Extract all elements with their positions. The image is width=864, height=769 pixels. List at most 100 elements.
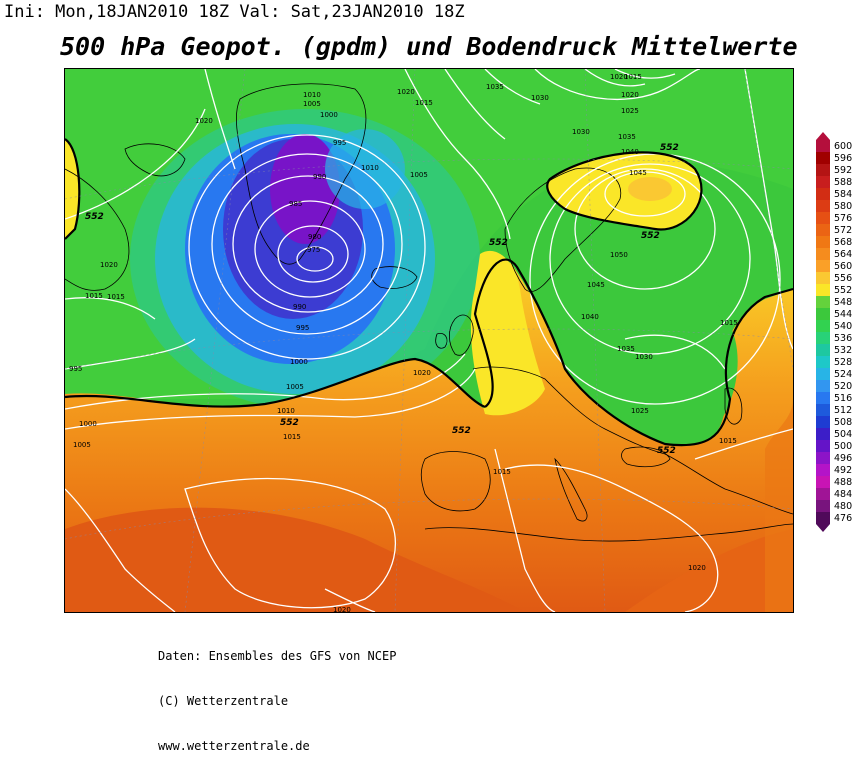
- legend-swatch: [816, 320, 830, 332]
- credit-line-copyright: (C) Wetterzentrale: [158, 694, 289, 708]
- legend-label: 584: [834, 189, 853, 200]
- isobar-label: 1030: [531, 94, 549, 102]
- legend-label: 500: [834, 441, 853, 452]
- legend-swatch: [816, 176, 830, 188]
- legend-label: 552: [834, 285, 853, 296]
- legend-label: 544: [834, 309, 853, 320]
- legend-swatch: [816, 356, 830, 368]
- isobar-label: 980: [308, 233, 321, 241]
- isobar-label: 1020: [100, 261, 118, 269]
- legend-label: 484: [834, 489, 853, 500]
- legend-label: 540: [834, 321, 853, 332]
- legend-label: 492: [834, 465, 853, 476]
- legend-swatch: [816, 452, 830, 464]
- legend-swatch: [816, 368, 830, 380]
- legend-swatch: [816, 440, 830, 452]
- geopotential-label: 552: [660, 143, 679, 153]
- legend-label: 568: [834, 237, 853, 248]
- isobar-label: 1015: [107, 293, 125, 301]
- isobar-label: 1025: [631, 407, 649, 415]
- isobar-label: 1005: [303, 100, 321, 108]
- isobar-label: 1050: [610, 251, 628, 259]
- legend-label: 560: [834, 261, 853, 272]
- isobar-label: 1015: [719, 437, 737, 445]
- legend-label: 516: [834, 393, 853, 404]
- isobar-label: 1015: [415, 99, 433, 107]
- chart-title: 500 hPa Geopot. (gpdm) und Bodendruck Mi…: [60, 32, 798, 61]
- isobar-label: 1005: [286, 383, 304, 391]
- legend-label: 512: [834, 405, 853, 416]
- isobar-label: 995: [333, 139, 346, 147]
- geopotential-label: 552: [452, 426, 471, 436]
- legend-swatch: [816, 200, 830, 212]
- legend-swatch: [816, 236, 830, 248]
- isobar-label: 1005: [73, 441, 91, 449]
- legend-swatch: [816, 512, 830, 524]
- legend-label: 536: [834, 333, 853, 344]
- isobar-label: 1020: [413, 369, 431, 377]
- legend-swatch: [816, 416, 830, 428]
- legend-swatch: [816, 464, 830, 476]
- legend-label: 504: [834, 429, 853, 440]
- isobar-label: 975: [307, 246, 320, 254]
- legend-swatch: [816, 488, 830, 500]
- legend-bottom-arrow: [816, 524, 830, 532]
- legend-swatch: [816, 344, 830, 356]
- legend-swatch: [816, 188, 830, 200]
- isobar-label: 1020: [195, 117, 213, 125]
- legend-swatch: [816, 380, 830, 392]
- geopotential-552-line: [65, 138, 793, 447]
- isobar-label: 1010: [277, 407, 295, 415]
- legend-swatch: [816, 152, 830, 164]
- legend-label: 488: [834, 477, 853, 488]
- geopotential-label: 552: [657, 446, 676, 456]
- isobar-label: 1015: [283, 433, 301, 441]
- isobar-labels: 1020 1020 1015 1010 1005 1000 995 990 98…: [69, 73, 738, 612]
- data-credits: Daten: Ensembles des GFS von NCEP (C) We…: [158, 619, 396, 769]
- legend-swatch: [816, 248, 830, 260]
- isobar-label: 990: [293, 303, 306, 311]
- geopotential-label: 552: [489, 238, 508, 248]
- color-scale-legend: 600 596 592 588 584 580 576 572 568 564 560 556 552 5…: [816, 132, 864, 540]
- isobar-label: 1035: [486, 83, 504, 91]
- legend-label: 548: [834, 297, 853, 308]
- legend-label: 528: [834, 357, 853, 368]
- legend-label: 496: [834, 453, 853, 464]
- isobar-label: 1020: [397, 88, 415, 96]
- credit-line-website[interactable]: www.wetterzentrale.de: [158, 739, 310, 753]
- isobar-label: 1035: [618, 133, 636, 141]
- geopotential-label: 552: [280, 418, 299, 428]
- legend-label: 588: [834, 177, 853, 188]
- isobar-label: 1030: [572, 128, 590, 136]
- legend-swatch: [816, 332, 830, 344]
- isobar-label: 1000: [79, 420, 97, 428]
- geopotential-label: 552: [641, 231, 660, 241]
- legend-swatch: [816, 404, 830, 416]
- legend-swatch: [816, 164, 830, 176]
- isobar-label: 1045: [587, 281, 605, 289]
- isobar-label: 995: [69, 365, 82, 373]
- legend-swatch: [816, 284, 830, 296]
- isobars: [65, 69, 793, 612]
- legend-label: 520: [834, 381, 853, 392]
- isobar-label: 1015: [493, 468, 511, 476]
- legend-swatch: [816, 296, 830, 308]
- legend-swatch: [816, 308, 830, 320]
- isobar-label: 1040: [621, 148, 639, 156]
- legend-swatch: [816, 272, 830, 284]
- legend-label: 532: [834, 345, 853, 356]
- isobar-label: 1045: [629, 169, 647, 177]
- legend-swatch: [816, 224, 830, 236]
- legend-label: 508: [834, 417, 853, 428]
- legend-swatch: [816, 212, 830, 224]
- legend-swatch: [816, 260, 830, 272]
- isobar-label: 1035: [617, 345, 635, 353]
- isobar-label: 990: [313, 173, 326, 181]
- legend-label: 600: [834, 141, 853, 152]
- legend-top-arrow: [816, 132, 830, 140]
- isobar-label: 1010: [303, 91, 321, 99]
- legend-label: 596: [834, 153, 853, 164]
- legend-label: 480: [834, 501, 853, 512]
- legend-label: 556: [834, 273, 853, 284]
- geopotential-label: 552: [85, 212, 104, 222]
